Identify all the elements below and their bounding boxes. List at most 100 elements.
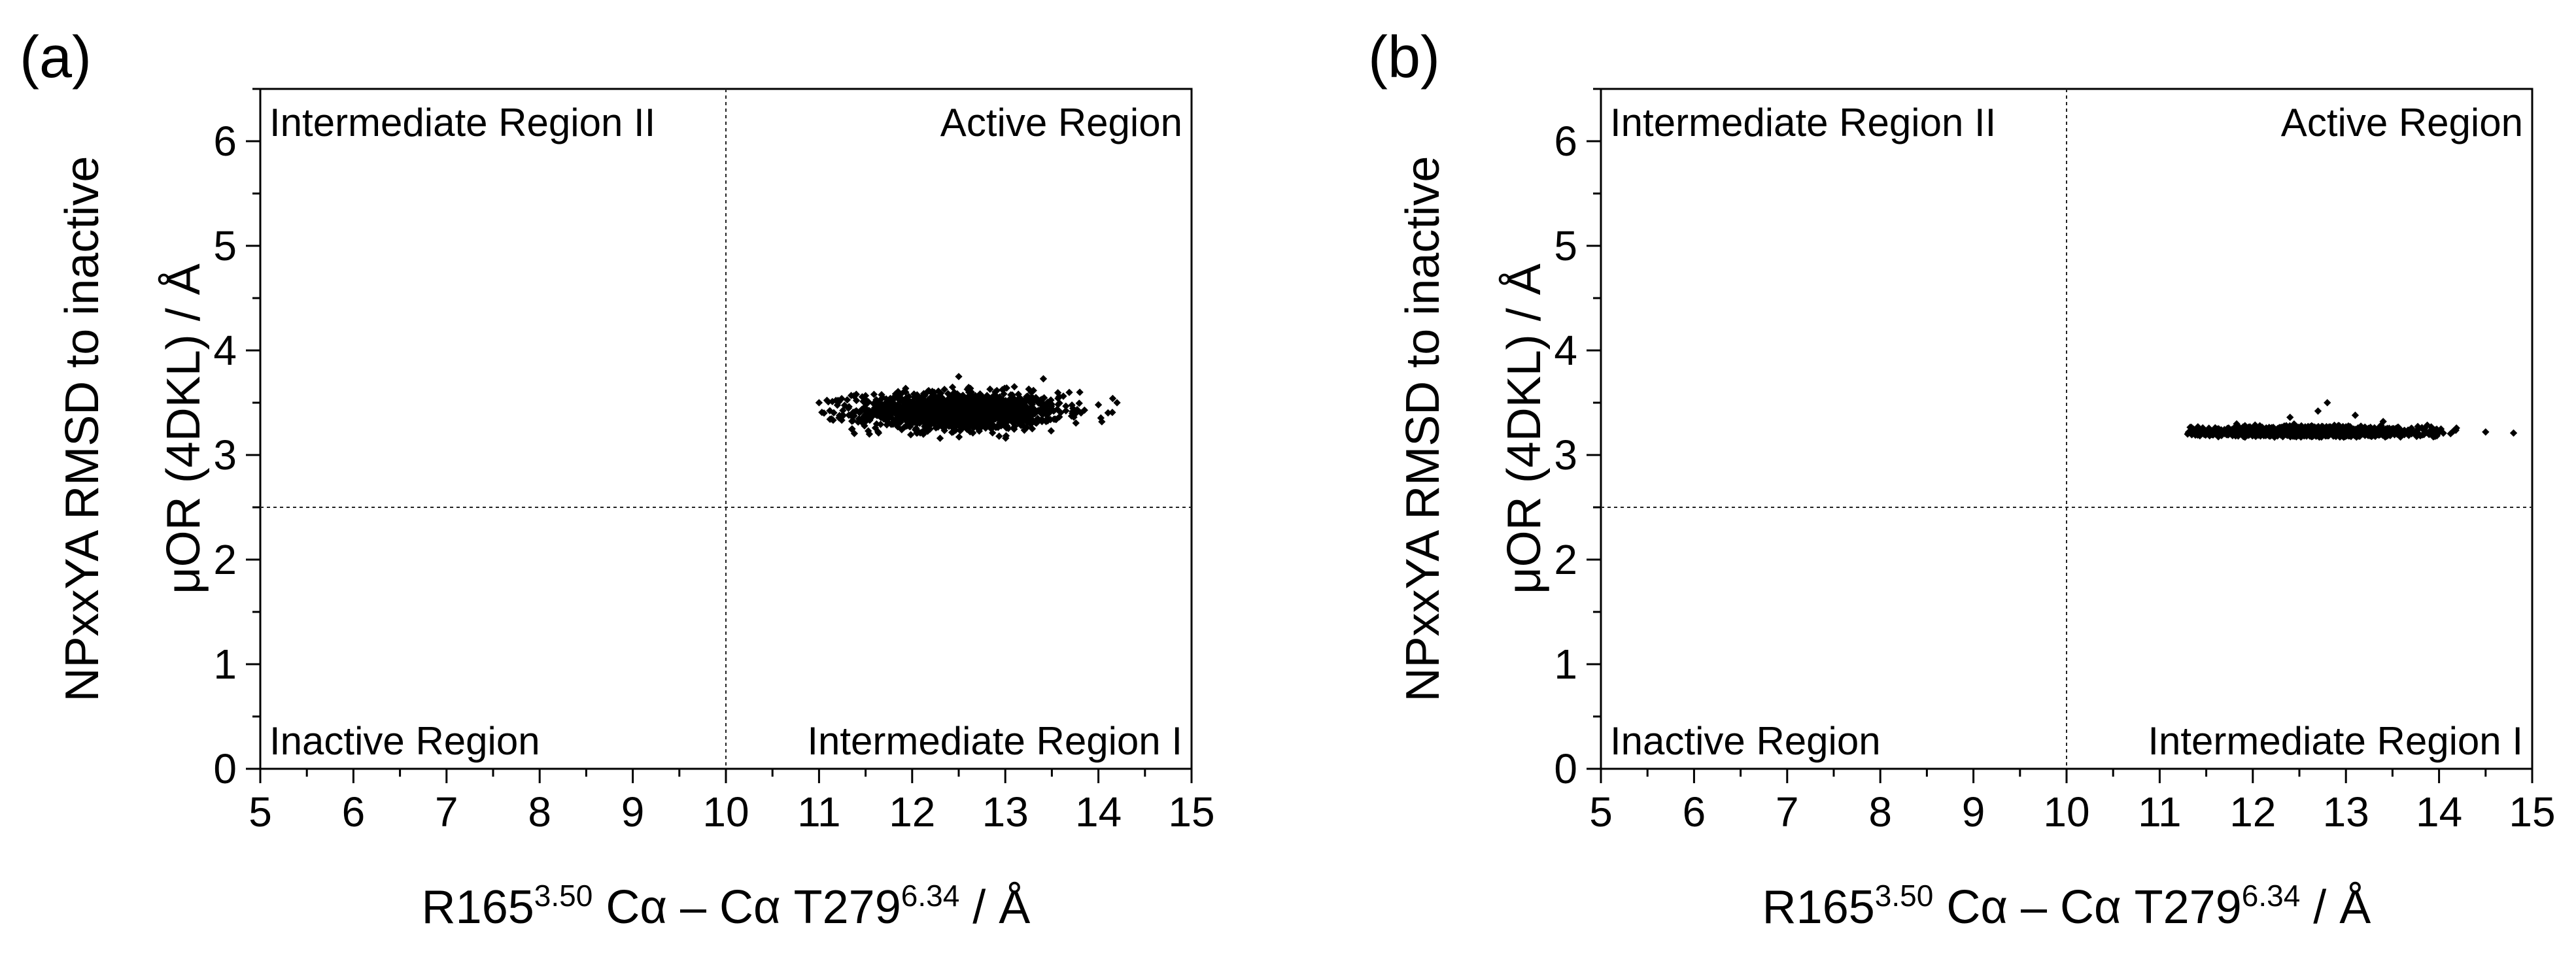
data-point xyxy=(1039,410,1047,418)
y-tick-label: 3 xyxy=(1554,431,1577,479)
region-label-top-left: Intermediate Region II xyxy=(1610,101,1996,144)
data-point xyxy=(1080,406,1088,414)
data-point xyxy=(1108,409,1116,416)
data-point xyxy=(1015,409,1023,418)
data-point xyxy=(925,409,933,417)
data-point xyxy=(861,395,869,403)
y-tick-label: 1 xyxy=(1554,641,1577,688)
data-point xyxy=(902,407,910,414)
data-point xyxy=(894,423,902,431)
data-point xyxy=(2309,431,2318,439)
y-axis-label-line2: μOR (4DKL) / Å xyxy=(158,263,210,594)
panel-label: (a) xyxy=(20,25,92,90)
x-tick-label: 9 xyxy=(621,788,645,835)
data-point xyxy=(1015,403,1023,411)
data-point xyxy=(932,424,940,432)
y-tick-label: 1 xyxy=(213,641,237,688)
data-point xyxy=(2184,430,2191,438)
y-tick-label: 4 xyxy=(1554,327,1577,374)
data-point xyxy=(2439,429,2447,437)
x-tick-label: 6 xyxy=(342,788,366,835)
data-point xyxy=(2243,426,2251,434)
x-tick-label: 10 xyxy=(2043,788,2089,835)
data-point xyxy=(840,401,849,409)
data-point xyxy=(1104,409,1112,417)
y-tick-label: 4 xyxy=(213,327,237,374)
data-point xyxy=(917,417,925,425)
data-point xyxy=(1003,422,1011,430)
data-point xyxy=(2377,424,2386,431)
data-point xyxy=(2195,426,2203,433)
data-point xyxy=(1048,405,1056,413)
data-point xyxy=(1002,431,1010,440)
data-point xyxy=(824,397,833,406)
data-point xyxy=(1008,391,1016,399)
data-point xyxy=(1094,401,1103,409)
data-point xyxy=(1040,394,1048,402)
y-tick-label: 6 xyxy=(1554,118,1577,165)
data-point xyxy=(1027,388,1035,396)
data-point xyxy=(912,424,920,432)
data-point xyxy=(952,398,960,406)
data-point xyxy=(2218,430,2227,438)
data-point xyxy=(946,414,954,422)
data-point xyxy=(990,406,999,414)
data-point xyxy=(929,417,937,425)
data-point xyxy=(907,431,915,439)
x-tick-label: 11 xyxy=(797,788,840,835)
x-tick-label: 5 xyxy=(1589,788,1613,835)
data-point xyxy=(913,394,921,402)
data-point xyxy=(925,386,933,395)
data-point xyxy=(1038,418,1046,426)
data-point xyxy=(971,392,980,399)
y-axis-label-line2: μOR (4DKL) / Å xyxy=(1498,263,1551,594)
data-point xyxy=(955,416,963,424)
region-label-bottom-left: Inactive Region xyxy=(1610,719,1881,763)
data-point xyxy=(982,414,991,422)
region-label-top-right: Active Region xyxy=(2281,101,2523,144)
data-point xyxy=(1014,390,1022,398)
data-point xyxy=(2383,427,2392,435)
data-point xyxy=(874,428,882,436)
data-point xyxy=(2333,428,2341,437)
data-point xyxy=(2360,426,2368,433)
data-point xyxy=(835,398,843,406)
data-point xyxy=(2327,426,2335,433)
scatter-series xyxy=(2184,399,2518,441)
region-label-top-left: Intermediate Region II xyxy=(269,101,655,144)
x-tick-label: 12 xyxy=(889,788,935,835)
data-point xyxy=(865,408,872,416)
data-point xyxy=(1054,394,1062,402)
data-point xyxy=(989,429,997,437)
x-tick-label: 8 xyxy=(528,788,551,835)
data-point xyxy=(921,422,929,431)
data-point xyxy=(986,385,994,393)
data-point xyxy=(1035,407,1042,415)
data-point xyxy=(843,396,851,404)
data-point xyxy=(1072,419,1080,427)
data-point xyxy=(1000,390,1008,398)
data-point xyxy=(882,395,890,403)
data-point xyxy=(861,418,870,426)
data-point xyxy=(884,407,891,414)
data-point xyxy=(1025,397,1033,406)
data-point xyxy=(901,387,908,395)
x-tick-label: 5 xyxy=(249,788,272,835)
data-point xyxy=(2420,431,2428,439)
data-point xyxy=(979,403,987,411)
data-point xyxy=(865,430,874,438)
data-point xyxy=(1098,418,1106,426)
data-point xyxy=(898,395,906,403)
data-point xyxy=(995,432,1003,440)
data-point xyxy=(1047,427,1056,435)
scatter-series xyxy=(815,373,1121,443)
data-point xyxy=(992,395,1000,403)
data-point xyxy=(876,396,884,405)
data-point xyxy=(936,434,944,443)
y-tick-label: 5 xyxy=(213,222,237,269)
data-point xyxy=(1113,399,1121,407)
x-axis-label-sup2: 6.34 xyxy=(2242,879,2301,913)
data-point xyxy=(1022,403,1031,411)
